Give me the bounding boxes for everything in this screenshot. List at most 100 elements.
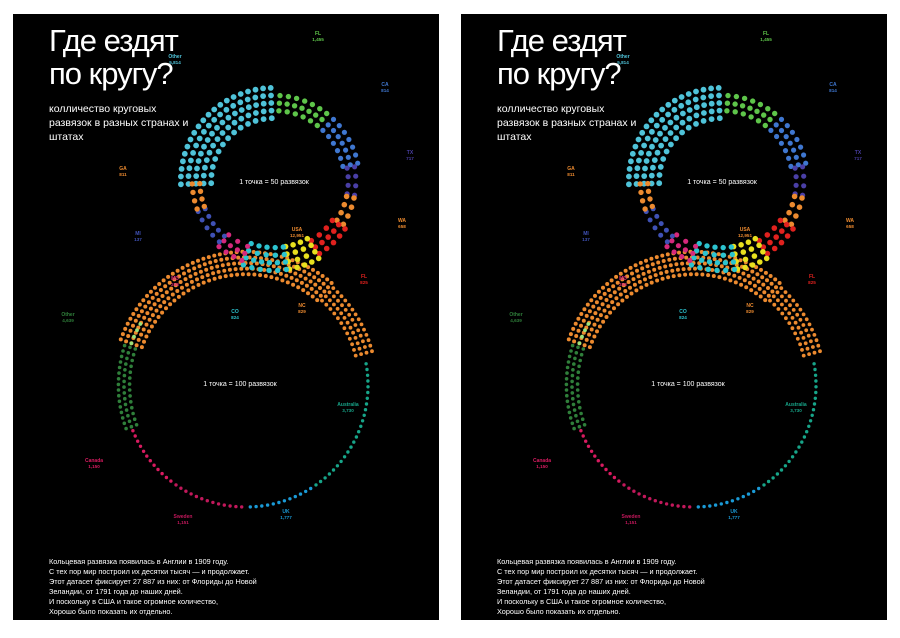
- country-dot: [156, 467, 160, 472]
- country-dot: [612, 290, 617, 295]
- country-dot: [580, 334, 584, 339]
- country-dot: [818, 349, 822, 354]
- state-dot: [302, 98, 308, 104]
- footer-line: Этот датасет фиксирует 27 887 из них: от…: [49, 577, 257, 586]
- country-dot: [298, 273, 303, 278]
- state-dot: [216, 239, 222, 245]
- state-dot: [258, 259, 265, 265]
- state-dot: [699, 257, 705, 263]
- country-dot: [577, 424, 582, 429]
- state-dot: [293, 95, 300, 102]
- country-dot: [568, 332, 573, 337]
- state-dot: [217, 101, 224, 108]
- country-dot: [571, 368, 575, 372]
- country-label: Australia: [337, 402, 359, 408]
- country-dot: [582, 343, 587, 348]
- country-dot: [315, 298, 320, 303]
- country-dot: [143, 304, 148, 309]
- state-value: 658: [398, 224, 406, 229]
- state-dot: [334, 217, 340, 224]
- country-dot: [631, 277, 636, 282]
- footer-line: Зеландии, от 1791 года до наших дней.: [497, 587, 631, 596]
- country-dot: [668, 263, 673, 268]
- state-dot: [353, 183, 359, 189]
- country-dot: [780, 302, 784, 307]
- country-dot: [605, 282, 610, 286]
- country-dot: [358, 333, 363, 338]
- country-dot: [370, 349, 374, 354]
- state-dot: [324, 110, 330, 117]
- country-dot: [811, 345, 815, 349]
- country-dot: [797, 445, 801, 449]
- state-dot: [641, 173, 648, 180]
- country-dot: [217, 252, 222, 257]
- country-dot: [799, 330, 803, 335]
- state-dot: [649, 143, 655, 150]
- country-dot: [145, 293, 149, 298]
- country-dot: [332, 294, 336, 299]
- country-dot: [147, 329, 151, 334]
- footer-line: С тех пор мир построил их десятки тысяч …: [497, 567, 698, 576]
- country-dot: [572, 408, 577, 412]
- country-dot: [736, 497, 740, 501]
- country-dot: [608, 471, 612, 476]
- country-dot: [139, 332, 144, 337]
- country-dot: [182, 271, 186, 276]
- country-dot: [126, 351, 131, 355]
- country-dot: [180, 285, 184, 290]
- state-dot: [320, 127, 326, 133]
- state-dot: [330, 116, 337, 122]
- state-dot: [308, 242, 314, 249]
- country-dot: [757, 286, 762, 291]
- state-dot: [267, 85, 274, 91]
- country-dot: [665, 252, 670, 257]
- country-dot: [807, 424, 811, 428]
- country-dot: [144, 334, 149, 339]
- state-dot: [254, 250, 260, 256]
- state-dot: [217, 111, 224, 118]
- country-dot: [320, 298, 324, 303]
- country-dot: [629, 291, 634, 296]
- state-value: 137: [582, 237, 590, 242]
- country-dot: [765, 278, 769, 283]
- country-dot: [365, 373, 370, 377]
- country-dot: [342, 455, 347, 459]
- state-dot: [667, 130, 674, 136]
- state-dot: [309, 101, 316, 108]
- state-dot: [178, 181, 184, 188]
- state-dot: [245, 112, 252, 119]
- country-dot: [125, 356, 129, 361]
- country-dot: [280, 278, 285, 283]
- country-dot: [575, 382, 580, 386]
- country-dot: [126, 334, 131, 338]
- country-dot: [638, 260, 643, 265]
- state-dot: [281, 251, 287, 258]
- country-dot: [310, 294, 315, 299]
- country-dot: [784, 298, 788, 303]
- country-label: Other: [509, 312, 522, 318]
- country-dot: [318, 479, 323, 484]
- country-dot: [571, 402, 576, 407]
- state-dot: [739, 103, 746, 109]
- country-dot: [169, 479, 173, 483]
- country-dot: [258, 273, 263, 278]
- country-dot: [653, 273, 658, 278]
- state-dot: [208, 172, 215, 178]
- state-dot: [210, 221, 216, 227]
- country-dot: [592, 322, 597, 327]
- country-dot: [579, 411, 583, 416]
- state-dot: [341, 129, 347, 135]
- state-dot: [748, 246, 755, 252]
- state-dot: [231, 119, 238, 126]
- country-dot: [122, 385, 126, 389]
- country-dot: [222, 503, 226, 507]
- country-dot: [816, 343, 821, 348]
- state-dot: [742, 264, 748, 271]
- country-label: UK: [282, 509, 290, 515]
- poster-title: Где ездят по кругу?: [497, 23, 627, 91]
- state-dot: [782, 217, 788, 224]
- state-dot: [668, 141, 674, 148]
- country-dot: [127, 419, 132, 424]
- country-dot: [761, 282, 766, 287]
- country-dot: [798, 317, 803, 322]
